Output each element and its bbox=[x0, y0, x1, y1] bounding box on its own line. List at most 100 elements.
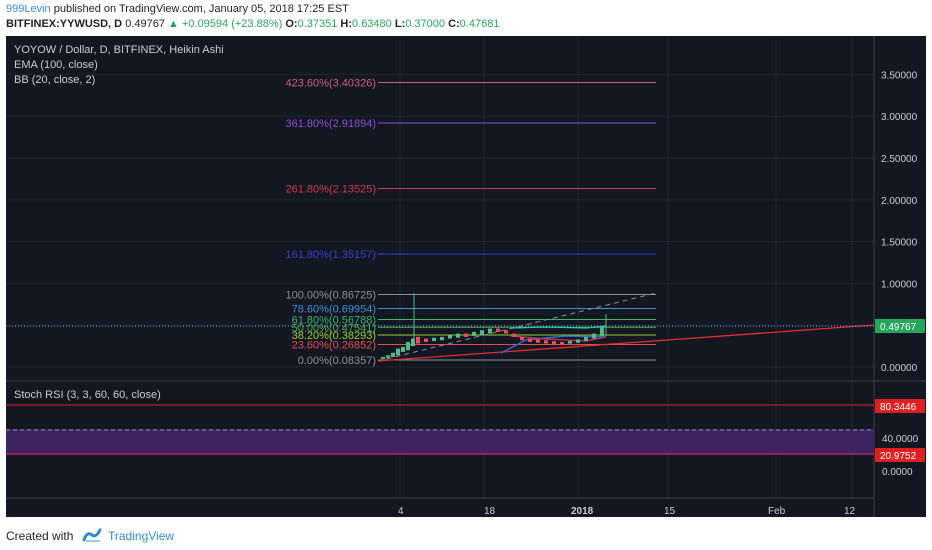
candle bbox=[544, 340, 548, 344]
time-tick: Feb bbox=[768, 506, 786, 517]
stoch-axis-40: 40.0000 bbox=[882, 434, 919, 445]
candle bbox=[396, 348, 400, 356]
close-value: 0.47681 bbox=[459, 18, 500, 30]
stoch-legend[interactable]: Stoch RSI (3, 3, 60, 60, close) bbox=[14, 389, 161, 401]
low-value: 0.37000 bbox=[405, 18, 445, 30]
price-change: +0.09594 (+23.88%) bbox=[181, 18, 283, 30]
price-axis-label: 3.00000 bbox=[881, 112, 918, 123]
candle bbox=[401, 346, 405, 352]
candle bbox=[560, 341, 564, 345]
tradingview-brand-link[interactable]: TradingView bbox=[108, 529, 175, 543]
candle bbox=[592, 333, 596, 339]
chart-canvas[interactable]: 423.60%(3.40326) 361.80%(2.91894) 261.80%(… bbox=[6, 36, 926, 517]
fib-extension-group[interactable]: 423.60%(3.40326) 361.80%(2.91894) 261.80%(… bbox=[285, 77, 656, 367]
candle bbox=[391, 352, 395, 357]
stoch-k-tag-text: 80.3446 bbox=[880, 402, 917, 413]
candle bbox=[528, 338, 532, 342]
price-axis-label: 3.50000 bbox=[881, 70, 918, 81]
fib-level-label: 100.00%(0.86725) bbox=[285, 289, 376, 301]
candle bbox=[480, 330, 484, 336]
chart-title[interactable]: YOYOW / Dollar, D, BITFINEX, Heikin Ashi bbox=[14, 44, 224, 56]
chart-grid bbox=[6, 36, 874, 498]
candle bbox=[456, 333, 460, 338]
price-axis-label: 1.50000 bbox=[881, 238, 918, 249]
price-axis-label: 2.00000 bbox=[881, 196, 918, 207]
candle bbox=[520, 336, 524, 341]
time-tick: 4 bbox=[398, 506, 404, 517]
candle bbox=[504, 330, 508, 334]
fib-level-label: 61.80%(0.56788) bbox=[292, 315, 376, 327]
stoch-k-tag bbox=[875, 399, 925, 413]
published-text: published on TradingView.com, January 05… bbox=[53, 3, 349, 15]
fib-level-label: 78.60%(0.69954) bbox=[292, 304, 376, 316]
fib-level-label: 261.80%(2.13525) bbox=[285, 183, 376, 195]
fib-level-label: 50.00%(0.47541) bbox=[292, 322, 376, 334]
author-link[interactable]: 999Levin bbox=[6, 3, 51, 15]
symbol-ohlc-line: BITFINEX:YYWUSD, D 0.49767 ▲ +0.09594 (+… bbox=[6, 18, 499, 30]
candle bbox=[496, 328, 500, 332]
up-arrow-icon: ▲ bbox=[168, 18, 179, 30]
chart-area[interactable]: 423.60%(3.40326) 361.80%(2.91894) 261.80%(… bbox=[6, 36, 926, 517]
time-axis[interactable]: 4 18 2018 15 Feb 12 bbox=[398, 506, 856, 517]
price-series bbox=[377, 292, 875, 362]
high-label: H: bbox=[340, 18, 353, 30]
fib-level-label: 361.80%(2.91894) bbox=[285, 118, 376, 130]
price-axis-label: 1.00000 bbox=[881, 279, 918, 290]
stoch-d-tag-text: 20.9752 bbox=[880, 451, 917, 462]
open-label: O: bbox=[285, 18, 298, 30]
time-tick: 12 bbox=[844, 506, 856, 517]
fib-level-label: 23.60%(0.26852) bbox=[292, 340, 376, 352]
time-tick: 2018 bbox=[571, 506, 594, 517]
candle bbox=[584, 336, 588, 342]
ema-line bbox=[510, 335, 607, 342]
stoch-axis-0: 0.0000 bbox=[882, 467, 913, 478]
ema-legend[interactable]: EMA (100, close) bbox=[14, 59, 98, 71]
candle bbox=[448, 335, 452, 339]
candle bbox=[440, 336, 444, 341]
footer: Created with TradingView bbox=[0, 520, 932, 550]
candle bbox=[411, 338, 415, 347]
fib-level-label: 0.00%(0.08357) bbox=[298, 355, 376, 367]
fib-trend-dashed bbox=[377, 292, 657, 362]
candle bbox=[600, 326, 604, 337]
open-value: 0.37351 bbox=[297, 18, 338, 30]
candle bbox=[432, 337, 436, 342]
candle bbox=[424, 338, 428, 342]
candle bbox=[464, 333, 468, 337]
last-price-tag-text: 0.49767 bbox=[880, 322, 917, 333]
publication-header: 999Levin published on TradingView.com, J… bbox=[0, 0, 932, 34]
trend-line bbox=[377, 324, 875, 362]
candle bbox=[488, 328, 492, 334]
time-tick: 15 bbox=[664, 506, 676, 517]
fib-level-label: 423.60%(3.40326) bbox=[285, 77, 376, 89]
candle bbox=[386, 355, 390, 358]
candles bbox=[381, 293, 607, 359]
price-axis-label: 0.00000 bbox=[881, 363, 918, 374]
close-label: C: bbox=[448, 18, 460, 30]
fib-level-label: 161.80%(1.35157) bbox=[285, 249, 376, 261]
last-price-tag bbox=[875, 319, 925, 333]
bb-legend[interactable]: BB (20, close, 2) bbox=[14, 74, 96, 86]
candle bbox=[568, 341, 572, 344]
candle bbox=[406, 341, 410, 351]
candle bbox=[576, 339, 580, 343]
candle bbox=[381, 356, 385, 359]
time-tick: 18 bbox=[484, 506, 496, 517]
bb-lower-band bbox=[500, 335, 607, 354]
candle bbox=[416, 336, 420, 344]
candle bbox=[512, 333, 516, 337]
last-price: 0.49767 bbox=[125, 18, 165, 30]
candle bbox=[536, 339, 540, 343]
stoch-d-tag bbox=[875, 448, 925, 462]
candle bbox=[552, 341, 556, 345]
created-with-text: Created with bbox=[6, 529, 74, 543]
tradingview-logo-icon bbox=[82, 528, 102, 542]
symbol-label: BITFINEX:YYWUSD, D bbox=[6, 18, 123, 30]
low-label: L: bbox=[394, 18, 406, 30]
stoch-band-fill bbox=[6, 429, 874, 455]
bb-upper-band bbox=[510, 325, 607, 329]
high-value: 0.63480 bbox=[352, 18, 392, 30]
price-axis-label: 2.50000 bbox=[881, 154, 918, 165]
fib-level-label: 38.20%(0.38293) bbox=[292, 330, 376, 342]
candle bbox=[472, 331, 476, 337]
